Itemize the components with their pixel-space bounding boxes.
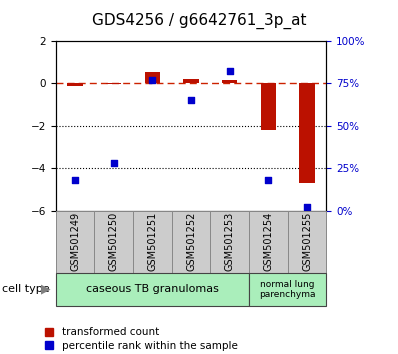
Text: normal lung
parenchyma: normal lung parenchyma	[259, 280, 316, 299]
Bar	[172, 211, 211, 273]
Text: GSM501249: GSM501249	[70, 212, 80, 271]
Text: cell type: cell type	[2, 284, 50, 295]
Text: caseous TB granulomas: caseous TB granulomas	[86, 284, 219, 295]
Point	[265, 177, 271, 183]
Point	[304, 204, 310, 210]
Text: ▶: ▶	[41, 283, 51, 296]
Bar	[183, 79, 199, 83]
Bar	[67, 83, 83, 86]
Text: GSM501253: GSM501253	[225, 212, 235, 271]
Bar	[288, 211, 326, 273]
Text: GSM501255: GSM501255	[302, 212, 312, 271]
Text: GSM501251: GSM501251	[147, 212, 157, 271]
Text: GDS4256 / g6642761_3p_at: GDS4256 / g6642761_3p_at	[92, 12, 306, 29]
Legend: transformed count, percentile rank within the sample: transformed count, percentile rank withi…	[45, 327, 238, 350]
Bar	[133, 211, 172, 273]
Text: GSM501252: GSM501252	[186, 212, 196, 271]
Point	[226, 68, 233, 74]
Point	[188, 97, 194, 103]
Bar	[222, 80, 238, 83]
Bar	[249, 211, 288, 273]
Point	[111, 160, 117, 166]
Bar	[56, 211, 94, 273]
Bar	[56, 273, 249, 306]
Bar	[144, 72, 160, 83]
Bar	[249, 273, 326, 306]
Bar	[94, 211, 133, 273]
Bar	[299, 83, 315, 183]
Bar	[106, 83, 121, 84]
Point	[72, 177, 78, 183]
Bar	[261, 83, 276, 130]
Text: GSM501254: GSM501254	[263, 212, 273, 271]
Bar	[211, 211, 249, 273]
Point	[149, 77, 156, 82]
Text: GSM501250: GSM501250	[109, 212, 119, 271]
